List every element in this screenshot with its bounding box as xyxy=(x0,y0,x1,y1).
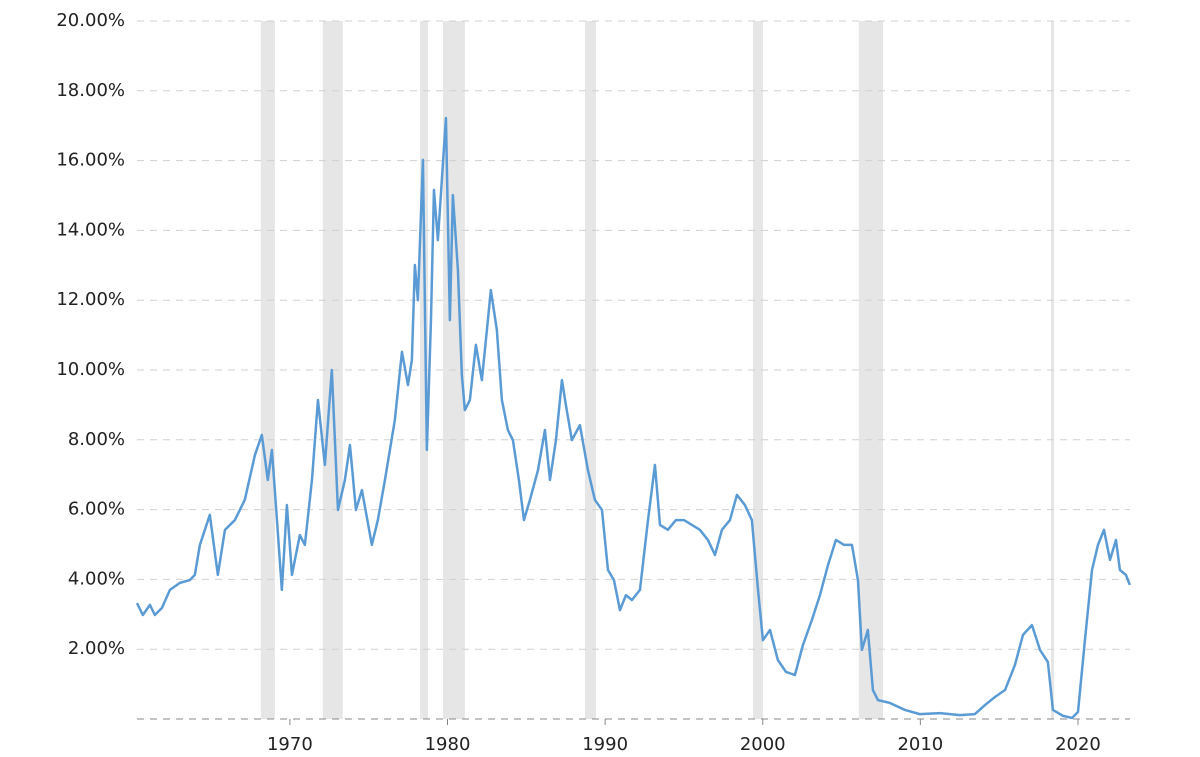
x-tick-label: 2000 xyxy=(740,734,786,755)
y-tick-label: 14.00% xyxy=(56,219,125,240)
y-tick-label: 8.00% xyxy=(68,429,125,450)
x-tick-label: 1980 xyxy=(425,734,471,755)
x-tick-label: 1990 xyxy=(582,734,628,755)
data-line xyxy=(135,116,1132,720)
x-tick-label: 2020 xyxy=(1055,734,1101,755)
y-tick-label: 16.00% xyxy=(56,150,125,171)
y-tick-label: 10.00% xyxy=(56,359,125,380)
y-tick-label: 18.00% xyxy=(56,80,125,101)
y-tick-label: 6.00% xyxy=(68,499,125,520)
x-tick-label: 2010 xyxy=(897,734,943,755)
y-tick-label: 12.00% xyxy=(56,289,125,310)
y-tick-label: 2.00% xyxy=(68,638,125,659)
x-tick-label: 1970 xyxy=(267,734,313,755)
shaded-range xyxy=(752,21,763,719)
y-tick-label: 4.00% xyxy=(68,568,125,589)
shaded-range xyxy=(584,21,596,719)
y-tick-label: 20.00% xyxy=(56,10,125,31)
